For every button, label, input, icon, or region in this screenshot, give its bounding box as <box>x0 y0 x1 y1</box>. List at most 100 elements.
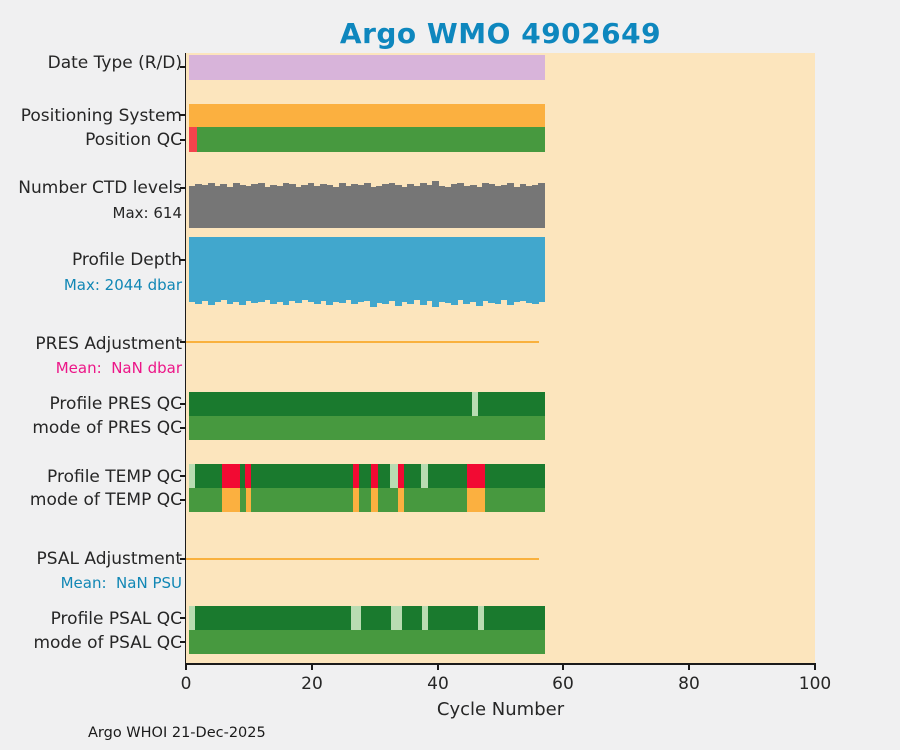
profile-psal-qc-strip-segment <box>421 606 429 630</box>
y-tick <box>180 427 185 429</box>
ctd-levels-bars-bar <box>220 183 228 228</box>
ctd-levels-bars-bar <box>475 187 483 228</box>
profile-depth-bars-bar <box>332 237 340 303</box>
ctd-levels-bars-bar <box>500 184 508 228</box>
profile-temp-qc-strip-segment <box>389 464 398 488</box>
ctd-levels-bars-bar <box>482 182 489 228</box>
ctd-levels-bars-bar <box>382 183 390 228</box>
profile-depth-bars-bar <box>313 237 321 305</box>
row-label-positioning-system: Positioning System <box>20 106 182 126</box>
y-tick <box>180 558 185 560</box>
y-tick <box>180 617 185 619</box>
profile-depth-bars-bar <box>494 237 502 305</box>
ctd-levels-bars-bar <box>326 184 334 228</box>
ctd-levels-bars-bar <box>538 182 546 228</box>
mode-temp-qc-strip-segment <box>484 488 545 512</box>
ctd-levels-bars-bar <box>201 184 209 228</box>
y-tick <box>180 187 185 189</box>
row-label-depth-max: Max: 2044 dbar <box>63 276 182 294</box>
profile-depth-bars-bar <box>451 237 458 306</box>
ctd-levels-bars-bar <box>307 182 315 228</box>
ctd-levels-bars-bar <box>332 187 340 228</box>
profile-depth-bars-bar <box>401 237 408 303</box>
ctd-levels-bars-bar <box>488 183 496 228</box>
profile-temp-qc-strip-segment <box>353 464 359 488</box>
ctd-levels-bars-bar <box>239 184 246 228</box>
ctd-levels-bars-bar <box>276 185 284 228</box>
mode-temp-qc-strip-segment <box>404 488 467 512</box>
x-tick <box>562 663 564 670</box>
y-tick <box>180 139 185 141</box>
mode-temp-qc-strip-segment <box>240 488 246 512</box>
ctd-levels-bars-bar <box>207 182 215 228</box>
ctd-levels-bars-bar <box>525 185 533 228</box>
ctd-levels-bars-bar <box>376 185 384 228</box>
row-label-pres-adjustment: PRES Adjustment <box>35 334 182 354</box>
profile-depth-bars-bar <box>295 237 302 304</box>
profile-depth-bars-bar <box>226 237 234 305</box>
ctd-levels-bars-bar <box>519 183 527 228</box>
ctd-levels-bars-bar <box>513 187 521 228</box>
profile-depth-bars-bar <box>432 237 440 307</box>
ctd-levels-bars-bar <box>357 184 365 228</box>
ctd-levels-bars-bar <box>451 183 458 228</box>
row-label-profile-depth: Profile Depth <box>71 250 182 270</box>
profile-temp-qc-strip-segment <box>428 464 467 488</box>
chart-title: Argo WMO 4902649 <box>339 17 662 50</box>
mode-temp-qc-strip-segment <box>370 488 378 512</box>
row-label-mode-psal-qc: mode of PSAL QC <box>33 633 182 653</box>
ctd-levels-bars-bar <box>282 182 290 228</box>
profile-depth-bars-bar <box>488 237 496 304</box>
row-label-mode-temp-qc: mode of TEMP QC <box>29 490 182 510</box>
ctd-levels-bars-bar <box>432 181 440 228</box>
profile-psal-qc-strip-segment <box>189 606 195 630</box>
x-tick <box>814 663 816 670</box>
profile-temp-qc-strip-segment <box>245 464 251 488</box>
pres-adjustment-line <box>186 341 540 343</box>
profile-psal-qc-strip <box>186 606 815 630</box>
profile-depth-bars-bar <box>251 237 259 304</box>
date-type-strip <box>186 55 815 80</box>
profile-depth-bars-bar <box>201 237 209 302</box>
x-tick-label: 40 <box>427 674 449 694</box>
profile-depth-bars-bar <box>338 237 346 304</box>
mode-pres-qc-strip <box>186 416 815 440</box>
profile-depth-bars-bar <box>438 237 446 303</box>
x-tick <box>311 663 313 670</box>
y-tick <box>180 259 185 261</box>
ctd-levels-bars-bar <box>426 184 433 228</box>
ctd-levels-bars-bar <box>245 185 253 228</box>
positioning-system-strip <box>186 104 815 127</box>
ctd-levels-bars-bar <box>363 182 371 228</box>
profile-depth-bars-bar <box>263 237 271 301</box>
profile-temp-qc-strip-segment <box>189 464 195 488</box>
profile-depth-bars-bar <box>307 237 315 303</box>
ctd-levels-bars-bar <box>401 187 408 228</box>
ctd-levels-bars-bar <box>457 182 465 228</box>
profile-temp-qc-strip-segment <box>404 464 422 488</box>
row-label-position-qc: Position QC <box>85 130 182 150</box>
x-axis-spine <box>184 663 815 665</box>
y-tick <box>180 114 185 116</box>
profile-temp-qc-strip-segment <box>221 464 241 488</box>
profile-temp-qc-strip-segment <box>240 464 246 488</box>
x-tick-label: 0 <box>180 674 192 694</box>
ctd-levels-bars-bar <box>394 184 402 228</box>
row-label-profile-pres-qc: Profile PRES QC <box>49 394 182 414</box>
ctd-levels-bars-bar <box>507 182 514 228</box>
mode-psal-qc-strip <box>186 630 815 654</box>
row-label-ctd-max: Max: 614 <box>112 204 182 222</box>
ctd-levels-bars-bar <box>419 182 427 228</box>
position-qc-strip <box>186 127 815 152</box>
profile-depth-bars-bar <box>282 237 290 306</box>
profile-depth-bars-bar <box>525 237 533 304</box>
date-type-strip-segment <box>189 55 545 80</box>
x-tick <box>185 663 187 670</box>
ctd-levels-bars-bar <box>226 187 234 228</box>
y-tick <box>180 641 185 643</box>
profile-temp-qc-strip-segment <box>484 464 545 488</box>
profile-depth-bars-bar <box>232 237 240 303</box>
profile-psal-qc-strip-segment <box>402 606 422 630</box>
ctd-levels-bars-bar <box>345 185 352 228</box>
mode-temp-qc-strip <box>186 488 815 512</box>
